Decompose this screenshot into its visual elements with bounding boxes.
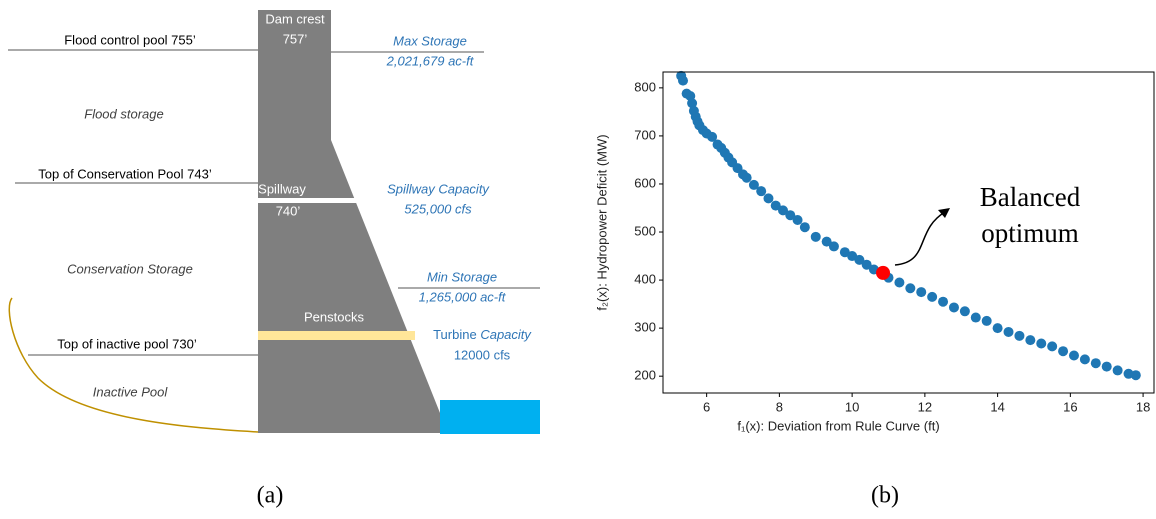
label: 1,265,000 ac-ft [419,289,507,304]
label: 757’ [283,31,308,46]
x-tick-label: 12 [918,399,932,414]
point [993,323,1003,333]
annotation: optimum [981,218,1079,248]
point [938,297,948,307]
point [1131,370,1141,380]
point [800,222,810,232]
diagram-a: Dam crest 757’ Flood control pool 755’ M… [8,10,540,434]
point [1113,365,1123,375]
label: Min Storage [427,269,497,284]
annotation: Balanced [980,182,1081,212]
label: Top of Conservation Pool 743’ [38,166,212,181]
highlight-point [876,266,890,280]
point [678,76,688,86]
label: Top of inactive pool 730’ [57,336,197,351]
x-tick-label: 18 [1136,399,1150,414]
label: Dam crest [265,11,325,26]
y-axis-label: f₂(x): Hydropower Deficit (MW) [594,134,609,310]
penstock [258,331,415,340]
point [971,313,981,323]
x-tick-label: 16 [1063,399,1077,414]
tailwater [440,400,540,434]
label: Turbine [433,327,477,342]
point [1091,358,1101,368]
label: Flood storage [84,106,164,121]
point [1025,335,1035,345]
label: Turbine Capacity [433,327,532,342]
label: Capacity [480,327,532,342]
reservoir-bank [9,298,258,432]
x-tick-label: 6 [703,399,710,414]
label: Max Storage [393,33,467,48]
point [1080,354,1090,364]
x-tick-label: 8 [776,399,783,414]
point [1047,341,1057,351]
caption: (a) [257,483,284,509]
y-tick-label: 500 [634,223,656,238]
point [1069,351,1079,361]
label: Conservation Storage [67,261,193,276]
y-tick-label: 800 [634,79,656,94]
y-tick-label: 400 [634,272,656,287]
point [894,277,904,287]
caption: (b) [871,483,899,509]
point [960,306,970,316]
x-tick-label: 10 [845,399,859,414]
label: 525,000 cfs [404,201,472,216]
point [742,173,752,183]
dam [258,10,448,433]
y-tick-label: 200 [634,368,656,383]
point [756,186,766,196]
label: Spillway [258,181,306,196]
point [982,316,992,326]
point [793,215,803,225]
label: Flood control pool 755’ [64,32,196,47]
point [949,302,959,312]
point [1036,339,1046,349]
label: 740’ [276,203,301,218]
point [1102,362,1112,372]
point [763,193,773,203]
label: 2,021,679 ac-ft [386,53,475,68]
spillway-gap [258,198,358,203]
x-tick-label: 14 [990,399,1004,414]
y-tick-label: 300 [634,320,656,335]
point [811,232,821,242]
point [1058,346,1068,356]
label: Inactive Pool [93,384,169,399]
figure: Dam crest 757’ Flood control pool 755’ M… [0,0,1156,519]
point [927,292,937,302]
label: 12000 cfs [454,347,511,362]
point [1004,327,1014,337]
point [905,283,915,293]
label: Spillway Capacity [387,181,490,196]
point [1014,331,1024,341]
point [829,241,839,251]
y-tick-label: 700 [634,127,656,142]
y-tick-label: 600 [634,175,656,190]
annotation-arrow [895,212,945,265]
point [916,287,926,297]
label: Penstocks [304,309,364,324]
plot-frame [663,72,1154,393]
x-axis-label: f₁(x): Deviation from Rule Curve (ft) [737,418,939,433]
